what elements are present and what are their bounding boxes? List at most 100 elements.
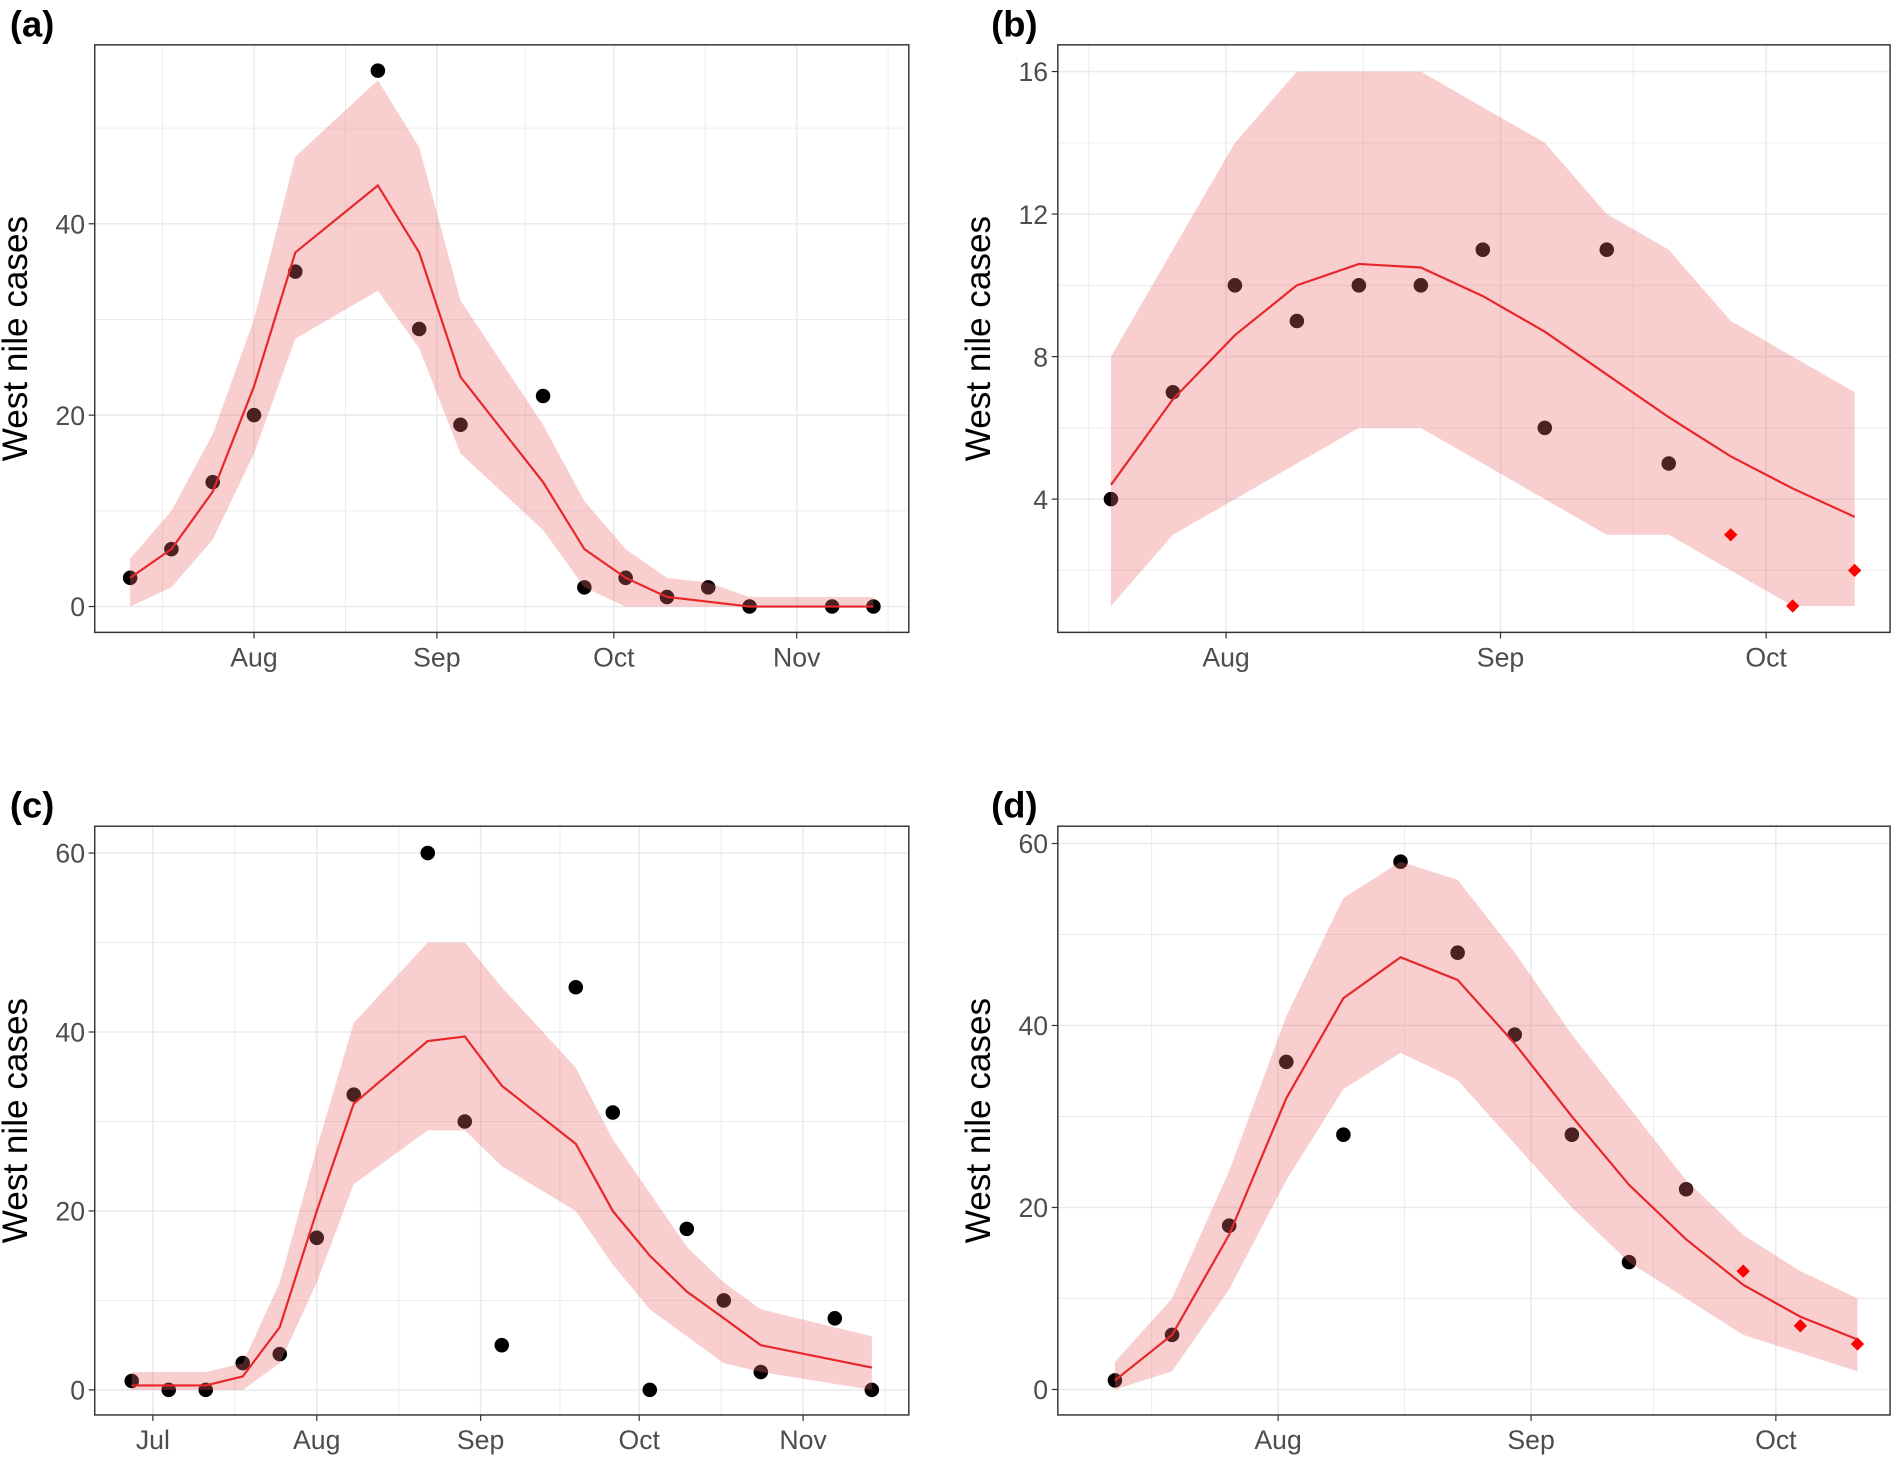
x-tick-label: Jul [136, 1425, 170, 1455]
plot-background [94, 826, 909, 1415]
y-axis-title: West nile cases [0, 998, 35, 1243]
observed-point [642, 1382, 658, 1398]
prediction-interval-band [1111, 71, 1855, 606]
y-tick-label: 0 [70, 1376, 85, 1406]
observed-point [494, 1337, 510, 1353]
panel-border [1057, 825, 1891, 1416]
observed-point [568, 979, 584, 995]
fitted-line [1110, 262, 1856, 518]
observed-point [1221, 1218, 1237, 1233]
observed-point [577, 580, 592, 595]
plot-background [94, 44, 909, 633]
y-axis-title: West nile cases [0, 216, 35, 461]
observed-point [1336, 1127, 1351, 1142]
x-tick-label: Sep [413, 642, 460, 672]
panel-label: (c) [10, 785, 54, 826]
observed-point [1103, 491, 1119, 507]
observed-point [1413, 278, 1429, 293]
observed-point [346, 1087, 362, 1102]
fitted-line [129, 183, 874, 608]
panel-label: (a) [10, 3, 54, 44]
prediction-interval-band [1114, 861, 1858, 1390]
y-tick-label: 0 [70, 592, 85, 622]
forecast-point [1724, 528, 1738, 542]
observed-point [1678, 1182, 1694, 1197]
x-tick-label: Nov [773, 642, 821, 672]
y-tick-label: 20 [55, 1197, 85, 1227]
panel-d: 0 20 40 60 Aug Sep Oct West nile cases (d) [959, 785, 1891, 1455]
observed-point [370, 63, 386, 78]
y-tick-label: 4 [1033, 485, 1048, 515]
x-tick-label: Sep [1507, 1425, 1554, 1455]
x-tick-label: Oct [1745, 642, 1787, 672]
y-tick-label: 8 [1033, 342, 1048, 372]
fitted-line [1114, 956, 1858, 1382]
forecast-point [1736, 1264, 1750, 1278]
x-tick-label: Oct [593, 642, 635, 672]
observed-point [1289, 313, 1305, 329]
y-tick-label: 0 [1033, 1375, 1048, 1405]
observed-point [411, 321, 427, 337]
observed-point [700, 580, 716, 595]
y-tick-label: 40 [1018, 1011, 1048, 1041]
observed-point [1475, 242, 1491, 257]
forecast-point [1848, 563, 1862, 578]
x-tick-label: Aug [1202, 642, 1249, 672]
observed-point [605, 1105, 621, 1120]
observed-point [716, 1293, 732, 1308]
observed-point [457, 1114, 473, 1129]
panel-label: (b) [991, 3, 1037, 44]
observed-point [535, 388, 551, 404]
x-tick-label: Aug [230, 642, 277, 672]
observed-point [827, 1311, 843, 1326]
observed-point [272, 1346, 288, 1362]
panel-c: 0 20 40 60 Jul Aug Sep Oct Nov West nile cases (c) [0, 785, 910, 1455]
observed-point [309, 1230, 325, 1246]
observed-point [1621, 1254, 1637, 1270]
observed-point [246, 407, 262, 423]
y-tick-label: 20 [1018, 1193, 1048, 1223]
observed-point [1450, 945, 1465, 960]
observed-point [420, 845, 436, 861]
observed-point [864, 1382, 880, 1398]
y-tick-label: 60 [1018, 829, 1048, 859]
y-tick-label: 40 [55, 209, 85, 239]
observed-point [1351, 278, 1367, 293]
x-tick-label: Sep [457, 1425, 504, 1455]
x-tick-label: Aug [293, 1425, 340, 1455]
observed-point [1537, 420, 1553, 436]
panel-a: 0 20 40 Aug Sep Oct Nov West nile cases (a) [0, 3, 910, 672]
x-tick-label: Nov [779, 1425, 827, 1455]
y-tick-label: 12 [1018, 200, 1048, 230]
observed-point [753, 1364, 769, 1380]
panel-b: 4 8 12 16 Aug Sep Oct West nile cases (b) [959, 3, 1891, 672]
observed-point [1599, 242, 1615, 257]
x-tick-label: Oct [1755, 1425, 1797, 1455]
y-tick-label: 60 [55, 839, 85, 869]
prediction-interval-band [131, 942, 872, 1390]
x-tick-label: Oct [618, 1425, 660, 1455]
y-axis-title: West nile cases [959, 998, 998, 1243]
observed-point [1393, 854, 1408, 869]
observed-point [205, 474, 220, 490]
fitted-line [131, 1035, 873, 1387]
x-tick-label: Sep [1477, 642, 1524, 672]
panel-border [93, 825, 910, 1416]
observed-point [235, 1355, 251, 1371]
y-tick-label: 40 [55, 1018, 85, 1048]
observed-point [679, 1221, 695, 1237]
y-tick-label: 20 [55, 401, 85, 431]
plot-background [1057, 826, 1891, 1415]
panel-label: (d) [991, 785, 1037, 826]
prediction-interval-band [130, 80, 874, 607]
x-tick-label: Aug [1254, 1425, 1301, 1455]
observed-point [1279, 1054, 1294, 1070]
panel-border [1057, 44, 1891, 634]
y-tick-label: 16 [1018, 57, 1048, 87]
observed-point [1661, 456, 1677, 471]
observed-point [1564, 1127, 1580, 1142]
observed-point [453, 417, 468, 432]
y-axis-title: West nile cases [959, 216, 998, 461]
observed-point [1227, 278, 1243, 293]
